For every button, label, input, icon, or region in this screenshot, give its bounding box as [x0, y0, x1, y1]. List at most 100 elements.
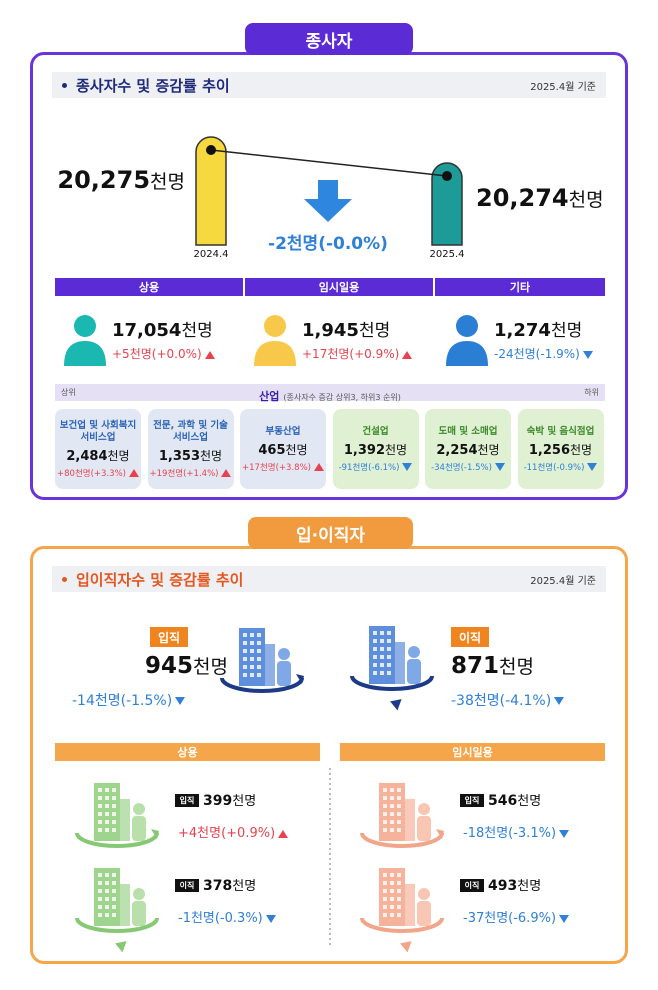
down-arrow	[554, 697, 565, 705]
value-unit: 천명	[200, 448, 223, 463]
building-icon	[360, 868, 444, 953]
value-number: 465	[258, 442, 286, 458]
name-line: 건설업	[362, 425, 389, 437]
type-band: 임시일용	[245, 278, 433, 296]
value-unit: 천명	[285, 442, 308, 457]
name-line: 도매 및 소매업	[438, 425, 498, 437]
name-line: 서비스업	[80, 431, 116, 443]
bottom-label: 하위	[584, 388, 599, 397]
change: -24천명(-1.9%)	[494, 345, 593, 362]
value-number: 20,275	[57, 166, 151, 194]
value-number: 1,274	[494, 320, 551, 341]
person-icon	[64, 315, 106, 366]
change-text: +5천명(+0.0%)	[112, 347, 202, 361]
value-unit: 천명	[517, 794, 542, 809]
value: 378천명	[203, 875, 256, 894]
value-number: 378	[203, 878, 233, 894]
name-line: 보건업 및 사회복지	[59, 419, 137, 431]
change: -18천명(-3.1%)	[463, 822, 570, 841]
down-arrow	[582, 350, 593, 359]
up-arrow	[402, 350, 413, 359]
industry-card: 숙박 및 음식점업 1,256천명 -11천명(-0.9%)	[517, 409, 604, 489]
industry-card: 보건업 및 사회복지 서비스업 2,484천명 +80천명(+3.3%)	[55, 409, 141, 489]
change: -11천명(-0.9%)	[524, 461, 598, 473]
person-icon	[446, 315, 488, 366]
change-text: -24천명(-1.9%)	[494, 347, 580, 361]
industry-name: 산업	[259, 390, 280, 403]
value-number: 399	[203, 793, 233, 809]
bullet	[62, 576, 67, 582]
heading-text: 종사자수 및 증감률 추이	[76, 76, 230, 95]
change-text: -14천명(-1.5%)	[72, 693, 173, 709]
value-unit: 천명	[550, 321, 583, 341]
industry-note: (종사자수 증감 상위3, 하위3 순위)	[283, 393, 401, 402]
industry-value: 1,256천명	[529, 441, 592, 458]
badge: 입직	[150, 627, 188, 647]
value-unit: 천명	[385, 442, 408, 457]
value: 1,945천명	[302, 316, 390, 341]
up-arrow	[204, 350, 215, 359]
value: 17,054천명	[112, 316, 213, 341]
value: 871천명	[451, 652, 534, 679]
heading-text: 입이직자수 및 증감률 추이	[76, 570, 244, 589]
value-number: 1,945	[302, 320, 359, 341]
change: +4천명(+0.9%)	[178, 822, 289, 841]
type-band: 상용	[55, 278, 243, 296]
value-number: 20,274	[476, 184, 569, 212]
value-unit: 천명	[232, 794, 257, 809]
bullet	[62, 82, 67, 88]
change-text: -38천명(-4.1%)	[451, 693, 552, 709]
value-unit: 천명	[358, 321, 391, 341]
section-tab: 종사자	[245, 23, 413, 55]
up-arrow	[221, 469, 232, 477]
value-number: 493	[488, 878, 518, 894]
value-number: 1,353	[158, 448, 201, 464]
change-text: -18천명(-3.1%)	[463, 826, 557, 841]
industry-card: 부동산업 465천명 +17천명(+3.8%)	[240, 409, 326, 489]
value: 1,274천명	[494, 316, 582, 341]
header-bar: 입이직자수 및 증감률 추이 2025.4월 기준	[52, 566, 606, 592]
down-arrow	[494, 463, 505, 471]
badge: 이직	[175, 879, 199, 892]
up-arrow	[278, 829, 289, 838]
value: 546천명	[488, 790, 541, 809]
type-band: 기타	[435, 278, 605, 296]
badge: 이직	[460, 879, 484, 892]
top-label: 상위	[61, 388, 76, 397]
value-number: 1,256	[528, 442, 571, 458]
change: +80천명(+3.3%)	[57, 467, 139, 479]
change-text: -91천명(-6.1%)	[338, 462, 400, 473]
change: +17천명(+0.9%)	[302, 345, 413, 362]
change-text: +17천명(+0.9%)	[302, 347, 400, 361]
building-icon	[75, 868, 159, 953]
up-arrow	[128, 469, 139, 477]
industry-value: 1,353천명	[159, 447, 222, 464]
date: 2025.4월 기준	[530, 81, 596, 93]
industry-name: 숙박 및 음식점업	[527, 426, 595, 438]
value: 945천명	[145, 652, 228, 679]
value-number: 546	[488, 793, 518, 809]
value: 493천명	[488, 875, 541, 894]
change-text: -11천명(-0.9%)	[523, 462, 585, 473]
section-tab: 입·이직자	[248, 517, 413, 549]
change: -34천명(-1.5%)	[431, 461, 505, 473]
change: -38천명(-4.1%)	[451, 690, 565, 710]
industry-card: 건설업 1,392천명 -91천명(-6.1%)	[332, 409, 419, 489]
industry-name: 전문, 과학 및 기술 서비스업	[153, 420, 228, 444]
down-arrow	[175, 697, 186, 705]
change-text: +4천명(+0.9%)	[178, 826, 276, 841]
value-number: 2,254	[436, 442, 478, 458]
header-bar: 종사자수 및 증감률 추이 2025.4월 기준	[52, 72, 606, 98]
period-label: 2024.4	[193, 249, 229, 260]
change-text: -34천명(-1.5%)	[431, 462, 492, 473]
down-arrow	[587, 463, 598, 471]
value-unit: 천명	[568, 189, 604, 211]
change-text: +80천명(+3.3%)	[57, 468, 126, 479]
heading: 입이직자수 및 증감률 추이	[62, 569, 243, 590]
period-label: 2025.4	[429, 249, 465, 260]
value-number: 1,392	[343, 442, 386, 458]
change: +5천명(+0.0%)	[112, 345, 215, 362]
up-arrow	[313, 463, 324, 471]
value-unit: 천명	[477, 442, 500, 457]
